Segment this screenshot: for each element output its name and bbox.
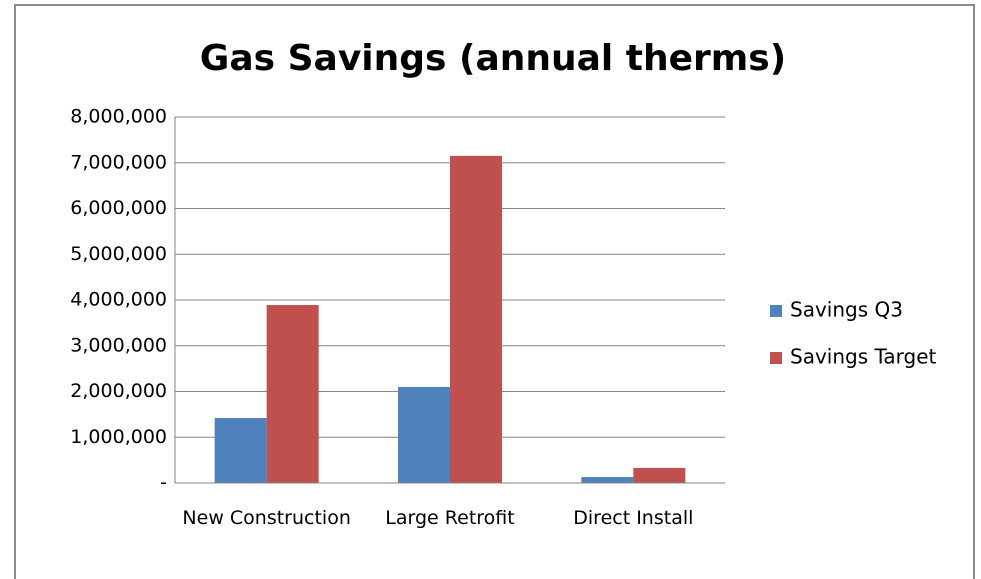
bar — [633, 467, 686, 483]
y-tick-label: 4,000,000 — [70, 289, 167, 311]
y-tick-label: 8,000,000 — [70, 106, 167, 128]
y-tick-label: 5,000,000 — [70, 243, 167, 265]
legend-swatch — [770, 352, 782, 364]
bar — [266, 305, 319, 483]
legend-swatch — [770, 305, 782, 317]
bar — [214, 418, 267, 483]
chart-title: Gas Savings (annual therms) — [200, 38, 786, 79]
y-tick-label: 2,000,000 — [70, 380, 167, 402]
y-tick-label: 1,000,000 — [70, 426, 167, 448]
x-tick-label: Large Retrofit — [385, 507, 515, 529]
x-tick-label: Direct Install — [573, 507, 694, 529]
x-tick-label: New Construction — [182, 507, 351, 529]
legend-label: Savings Target — [790, 345, 937, 369]
y-tick-label: 7,000,000 — [70, 151, 167, 173]
bar — [450, 155, 502, 483]
bar — [398, 386, 450, 483]
y-tick-label: 6,000,000 — [70, 197, 167, 219]
y-tick-label: 3,000,000 — [70, 334, 167, 356]
legend-label: Savings Q3 — [790, 298, 903, 322]
y-tick-label: - — [160, 472, 167, 494]
bar — [581, 477, 634, 483]
